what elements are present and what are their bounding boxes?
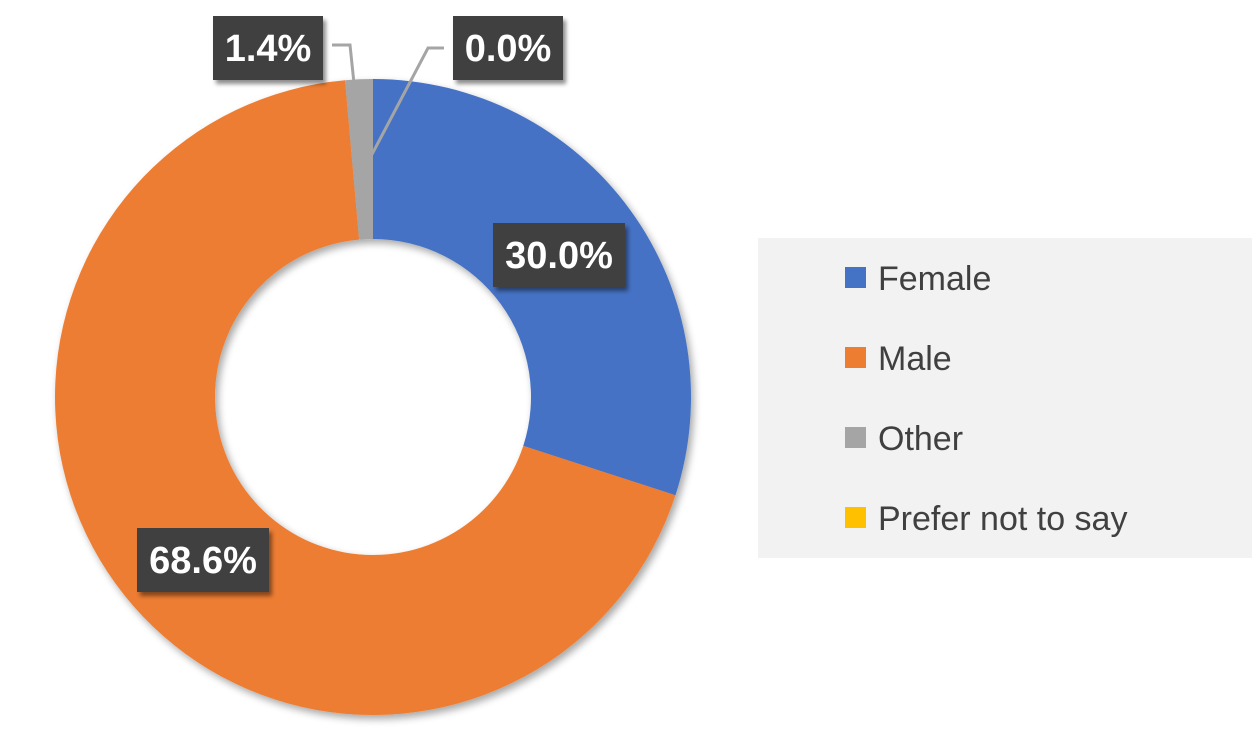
data-label-other: 1.4% — [213, 16, 323, 80]
slice-female — [373, 79, 691, 496]
data-label-text: 0.0% — [465, 28, 552, 70]
legend-item-other: Other — [845, 420, 963, 458]
legend-swatch — [845, 427, 866, 448]
legend-swatch — [845, 267, 866, 288]
legend-swatch — [845, 347, 866, 368]
legend-item-prefer-not-to-say: Prefer not to say — [845, 500, 1127, 538]
donut-slices — [55, 79, 691, 716]
data-label-prefer-not-to-say: 0.0% — [453, 16, 563, 80]
data-label-text: 68.6% — [149, 540, 257, 582]
slice-other — [345, 79, 373, 240]
data-labels: 30.0% 68.6% 1.4% 0.0% — [137, 16, 625, 592]
legend-label: Other — [878, 420, 963, 458]
data-label-male: 68.6% — [137, 528, 269, 592]
legend: Female Male Other Prefer not to say — [758, 238, 1252, 558]
leader-lines — [332, 43, 444, 161]
leader-line-other — [332, 43, 364, 161]
data-label-box — [453, 16, 563, 80]
leader-line-prefer-not-to-say — [367, 46, 444, 161]
legend-label: Male — [878, 340, 952, 378]
legend-label: Prefer not to say — [878, 500, 1127, 538]
legend-swatch — [845, 507, 866, 528]
data-label-box — [137, 528, 269, 592]
data-label-box — [213, 16, 323, 80]
data-label-text: 1.4% — [225, 28, 312, 70]
data-label-box — [493, 223, 625, 287]
legend-box — [758, 238, 1252, 558]
legend-item-female: Female — [845, 260, 991, 298]
legend-label: Female — [878, 260, 991, 298]
legend-item-male: Male — [845, 340, 952, 378]
data-label-female: 30.0% — [493, 223, 625, 287]
data-label-text: 30.0% — [505, 235, 613, 277]
